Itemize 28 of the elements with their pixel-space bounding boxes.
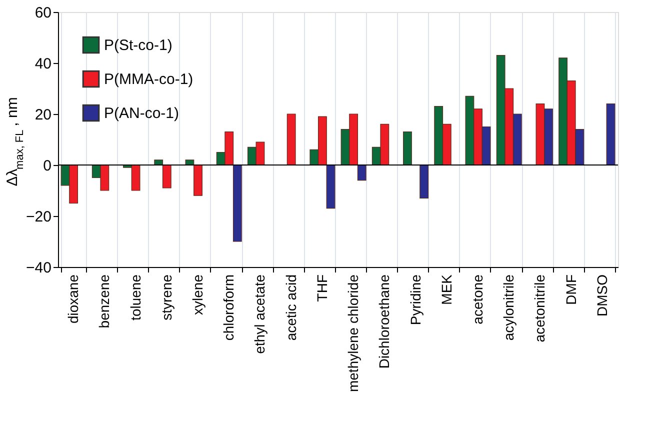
y-tick-label: −20 xyxy=(26,208,52,226)
x-tick-label: ethyl acetate xyxy=(252,274,268,354)
legend-label: P(MMA-co-1) xyxy=(104,71,194,88)
x-tick-label: THF xyxy=(314,274,330,302)
y-tick-label: 20 xyxy=(34,106,52,124)
x-tick-label: acylonitrile xyxy=(500,274,517,341)
legend-label: P(St-co-1) xyxy=(104,37,172,54)
x-tick-label: acetone xyxy=(470,274,486,324)
x-tick-label: acetonitrile xyxy=(532,274,548,342)
x-tick-label: toluene xyxy=(127,274,144,320)
x-tick-label: acetic acid xyxy=(282,274,299,341)
x-tick-label: DMSO xyxy=(594,274,610,316)
x-tick-label: Dichloroethane xyxy=(376,274,392,369)
x-tick-label: DMF xyxy=(562,274,579,305)
x-tick-label: styrene xyxy=(158,274,174,320)
y-tick-label: −40 xyxy=(26,260,52,276)
x-tick-label: dioxane xyxy=(65,274,82,324)
legend-label: P(AN-co-1) xyxy=(104,105,180,122)
y-tick-label: 40 xyxy=(34,56,52,72)
x-tick-label: MEK xyxy=(438,274,454,305)
y-tick-label: 0 xyxy=(43,158,52,174)
x-tick-label: Pyridine xyxy=(407,274,424,326)
y-axis-title: Δλmax, FL, nm xyxy=(4,97,26,186)
x-tick-label: xylene xyxy=(190,274,206,315)
x-tick-label: benzene xyxy=(96,274,112,328)
y-tick-label: 60 xyxy=(34,4,52,22)
x-tick-label: methylene chloride xyxy=(345,274,362,392)
x-tick-label: chloroform xyxy=(220,274,237,341)
